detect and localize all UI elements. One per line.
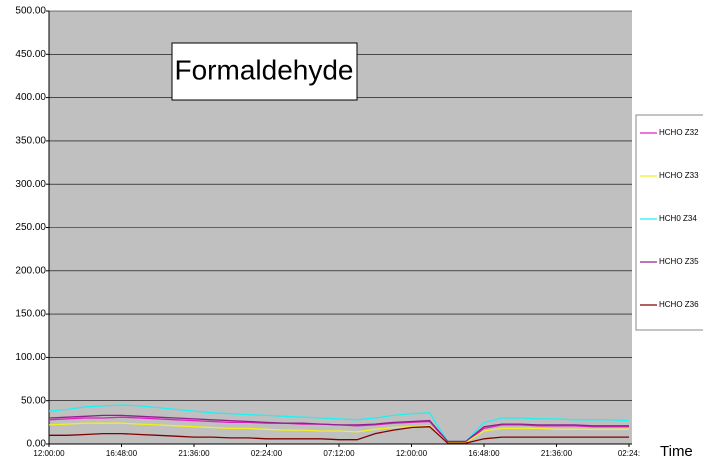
y-tick-label: 50.00	[21, 395, 46, 406]
series-line	[48, 404, 630, 443]
x-tick-label: 02:24:	[618, 449, 640, 458]
x-tick-label: 07:12:00	[323, 449, 355, 458]
y-tick-label: 300.00	[15, 179, 46, 190]
x-axis-label: Time	[660, 443, 693, 460]
chart-title: Formaldehyde	[175, 54, 354, 85]
y-tick-label: 450.00	[15, 49, 46, 60]
x-tick-label: 21:36:00	[178, 449, 210, 458]
legend-label: HCHO Z33	[659, 171, 699, 180]
legend-box	[635, 114, 703, 331]
title-box	[171, 42, 358, 101]
x-tick-label: 16:48:00	[106, 449, 138, 458]
series-line	[48, 422, 629, 443]
series-line	[48, 414, 629, 443]
x-tick-label: 21:36:00	[541, 449, 573, 458]
y-tick-label: 250.00	[15, 222, 46, 233]
series-line	[49, 426, 629, 444]
legend-label: HCH0 Z34	[659, 214, 697, 223]
y-tick-label: 400.00	[15, 92, 46, 103]
legend-label: HCHO Z32	[659, 128, 699, 137]
y-tick-label: 0.00	[27, 439, 47, 450]
legend-label: HCHO Z36	[659, 300, 699, 309]
x-tick-label: 16:48:00	[468, 449, 500, 458]
x-tick-label: 12:00:00	[33, 449, 65, 458]
y-tick-label: 500.00	[15, 6, 46, 17]
y-tick-label: 350.00	[15, 136, 46, 147]
y-tick-label: 100.00	[15, 352, 46, 363]
x-tick-label: 12:00:00	[396, 449, 428, 458]
y-tick-label: 150.00	[15, 309, 46, 320]
y-tick-label: 200.00	[15, 265, 46, 276]
x-tick-label: 02:24:00	[251, 449, 283, 458]
legend-label: HCHO Z35	[659, 257, 699, 266]
